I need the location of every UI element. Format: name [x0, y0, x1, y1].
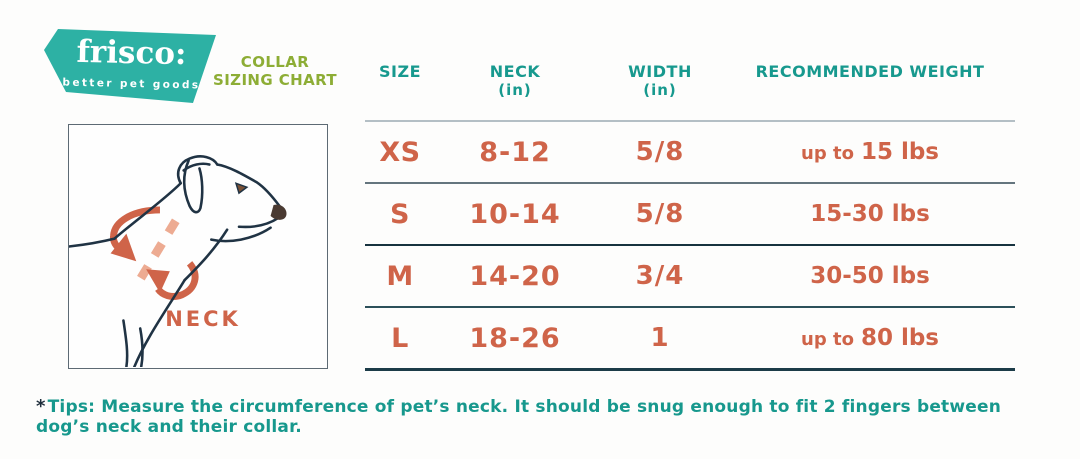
neck-value: 18-26: [469, 322, 561, 354]
dog-neck-illustration-icon: [67, 155, 287, 369]
frisco-logo: frisco: better pet goods: [44, 26, 219, 108]
neck-value: 10-14: [469, 198, 561, 230]
table-row-xs: XS 8-12 5/8 up to 15 lbs: [365, 122, 1015, 182]
width-value: 5/8: [635, 137, 685, 167]
width-value: 3/4: [635, 261, 685, 291]
size-value: S: [390, 198, 410, 230]
frisco-logo-text: frisco:: [76, 33, 187, 73]
size-value: XS: [379, 136, 421, 168]
neck-value: 14-20: [469, 260, 561, 292]
header-size: SIZE: [378, 62, 421, 81]
size-value: L: [391, 322, 409, 354]
tips-text: Tips: Measure the circumference of pet’s…: [36, 397, 1002, 437]
neck-label: NECK: [165, 307, 241, 331]
weight-value: up to 80 lbs: [801, 325, 939, 351]
size-value: M: [386, 260, 414, 292]
table-header-row: SIZE NECK (in) WIDTH (in) RECOMMENDED WE…: [365, 56, 1015, 120]
width-value: 5/8: [635, 199, 685, 229]
dog-illustration-box: NECK: [67, 124, 328, 369]
header-neck: NECK (in): [489, 62, 541, 99]
weight-value: up to 15 lbs: [801, 139, 939, 165]
page-title: COLLAR SIZING CHART: [202, 53, 348, 89]
table-bottom-divider: [365, 368, 1015, 371]
size-table: SIZE NECK (in) WIDTH (in) RECOMMENDED WE…: [365, 56, 1015, 371]
weight-value: 30-50 lbs: [810, 263, 930, 289]
table-row-s: S 10-14 5/8 15-30 lbs: [365, 184, 1015, 244]
tips-asterisk: *: [36, 396, 46, 417]
page-title-line1: COLLAR: [240, 53, 310, 71]
neck-value: 8-12: [479, 136, 551, 168]
table-row-m: M 14-20 3/4 30-50 lbs: [365, 246, 1015, 306]
header-recommended-weight: RECOMMENDED WEIGHT: [755, 62, 985, 81]
row-divider: [365, 182, 1015, 184]
row-divider: [365, 244, 1015, 246]
row-divider: [365, 306, 1015, 308]
frisco-badge-shape: [44, 29, 216, 103]
width-value: 1: [650, 323, 670, 353]
header-divider: [365, 120, 1015, 122]
weight-value: 15-30 lbs: [810, 201, 930, 227]
table-row-l: L 18-26 1 up to 80 lbs: [365, 308, 1015, 368]
page-title-line2: SIZING CHART: [212, 71, 337, 89]
header-width: WIDTH (in): [628, 62, 692, 99]
tips-note: * Tips: Measure the circumference of pet’…: [36, 396, 1056, 437]
